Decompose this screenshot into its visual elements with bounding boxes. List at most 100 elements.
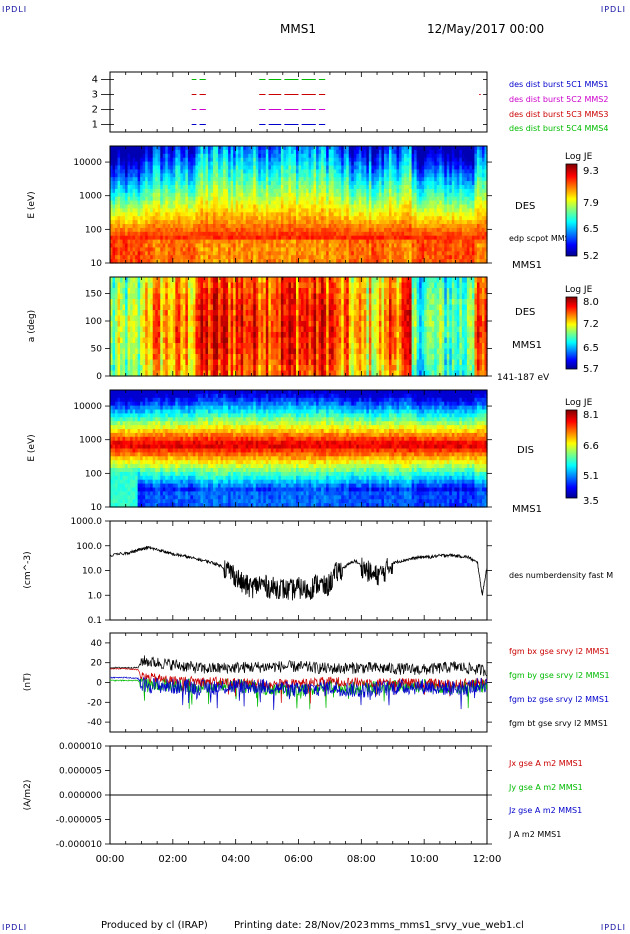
spectrogram-cell xyxy=(298,177,302,182)
pitch-angle-cell xyxy=(147,370,151,377)
spectrogram-cell xyxy=(175,247,179,252)
spectrogram-cell xyxy=(137,255,141,260)
spectrogram-cell xyxy=(182,157,186,163)
spectrogram-cell xyxy=(165,200,169,206)
spectrogram-cell xyxy=(338,220,342,225)
spectrogram-cell xyxy=(253,231,257,237)
spectrogram-cell xyxy=(301,169,305,174)
spectrogram-cell xyxy=(399,188,403,194)
spectrogram-cell xyxy=(306,255,310,260)
spectrogram-cell xyxy=(394,146,398,151)
spectrogram-cell xyxy=(366,153,370,159)
spectrogram-cell xyxy=(225,177,229,182)
spectrogram-cell xyxy=(228,173,232,178)
spectrogram-cell xyxy=(399,235,403,241)
spectrogram-cell xyxy=(220,157,224,163)
spectrogram-cell xyxy=(280,243,285,248)
spectrogram-cell xyxy=(192,243,197,248)
spectrogram-cell xyxy=(439,192,443,198)
pitch-angle-cell xyxy=(127,337,131,344)
spectrogram-cell xyxy=(366,181,370,186)
spectrogram-cell xyxy=(283,181,287,186)
spectrogram-cell xyxy=(140,200,144,206)
spectrogram-cell xyxy=(383,255,388,260)
spectrogram-cell xyxy=(273,181,277,186)
spectrogram-cell xyxy=(162,235,166,241)
spectrogram-cell xyxy=(308,251,312,256)
spectrogram-cell xyxy=(125,173,129,178)
spectrogram-cell xyxy=(378,165,383,170)
spectrogram-cell xyxy=(404,177,408,182)
spectrogram-cell xyxy=(122,259,126,264)
pitch-angle-cell xyxy=(127,315,131,322)
spectrogram-cell xyxy=(414,165,418,170)
spectrogram-cell xyxy=(373,146,378,151)
spectrogram-cell xyxy=(361,185,365,190)
spectrogram-cell xyxy=(394,196,398,202)
spectrogram-cell xyxy=(378,188,383,194)
spectrogram-cell xyxy=(230,173,234,178)
spectrogram-cell xyxy=(197,251,202,256)
spectrogram-cell xyxy=(205,181,209,186)
spectrogram-cell xyxy=(451,146,455,151)
spectrogram-cell xyxy=(363,173,367,178)
spectrogram-cell xyxy=(285,208,290,213)
pitch-angle-cell xyxy=(110,343,114,350)
spectrogram-cell xyxy=(195,224,199,229)
spectrogram-cell xyxy=(122,146,126,151)
des-energy-colorbar-tick: 6.5 xyxy=(583,224,599,235)
spectrogram-cell xyxy=(243,216,247,221)
spectrogram-cell xyxy=(401,251,405,256)
spectrogram-cell xyxy=(180,216,184,221)
spectrogram-cell xyxy=(280,235,285,241)
spectrogram-cell xyxy=(419,149,423,155)
pitch-angle-cell xyxy=(110,354,114,361)
spectrogram-cell xyxy=(434,239,438,245)
spectrogram-cell xyxy=(275,235,279,241)
spectrogram-cell xyxy=(429,200,433,206)
spectrogram-cell xyxy=(474,149,478,155)
spectrogram-cell xyxy=(318,220,322,225)
spectrogram-cell xyxy=(341,231,345,237)
des-energy-spacecraft: MMS1 xyxy=(512,260,542,271)
spectrogram-cell xyxy=(381,239,385,245)
pitch-angle-cell xyxy=(115,321,119,328)
spectrogram-cell xyxy=(218,200,222,206)
spectrogram-cell xyxy=(471,146,476,151)
spectrogram-cell xyxy=(338,188,342,194)
spectrogram-cell xyxy=(152,169,156,174)
spectrogram-cell xyxy=(479,181,483,186)
spectrogram-cell xyxy=(248,239,252,245)
spectrogram-cell xyxy=(240,204,244,209)
spectrogram-cell xyxy=(122,212,126,217)
spectrogram-cell xyxy=(441,227,445,233)
spectrogram-cell xyxy=(414,259,418,264)
spectrogram-cell xyxy=(303,247,307,252)
spectrogram-cell xyxy=(459,146,463,151)
spectrogram-cell xyxy=(165,181,169,186)
pitch-angle-cell xyxy=(142,288,146,295)
spectrogram-cell xyxy=(268,169,272,174)
spectrogram-cell xyxy=(383,149,388,155)
spectrogram-cell xyxy=(112,255,116,260)
spectrogram-cell xyxy=(185,185,189,190)
spectrogram-cell xyxy=(197,239,202,245)
spectrogram-cell xyxy=(399,259,403,264)
spectrogram-cell xyxy=(451,157,455,163)
spectrogram-cell xyxy=(388,216,393,221)
spectrogram-cell xyxy=(301,196,305,202)
spectrogram-cell xyxy=(250,157,254,163)
spectrogram-cell xyxy=(431,255,435,260)
spectrogram-cell xyxy=(235,239,239,245)
spectrogram-cell xyxy=(353,259,357,264)
spectrogram-cell xyxy=(479,239,483,245)
spectrogram-cell xyxy=(248,251,252,256)
spectrogram-cell xyxy=(328,235,332,241)
spectrogram-cell xyxy=(316,146,320,151)
pitch-angle-cell xyxy=(117,282,121,289)
pitch-angle-cell xyxy=(152,299,156,306)
spectrogram-cell xyxy=(223,239,227,245)
spectrogram-cell xyxy=(135,235,139,241)
spectrogram-cell xyxy=(140,192,144,198)
spectrogram-cell xyxy=(311,212,315,217)
